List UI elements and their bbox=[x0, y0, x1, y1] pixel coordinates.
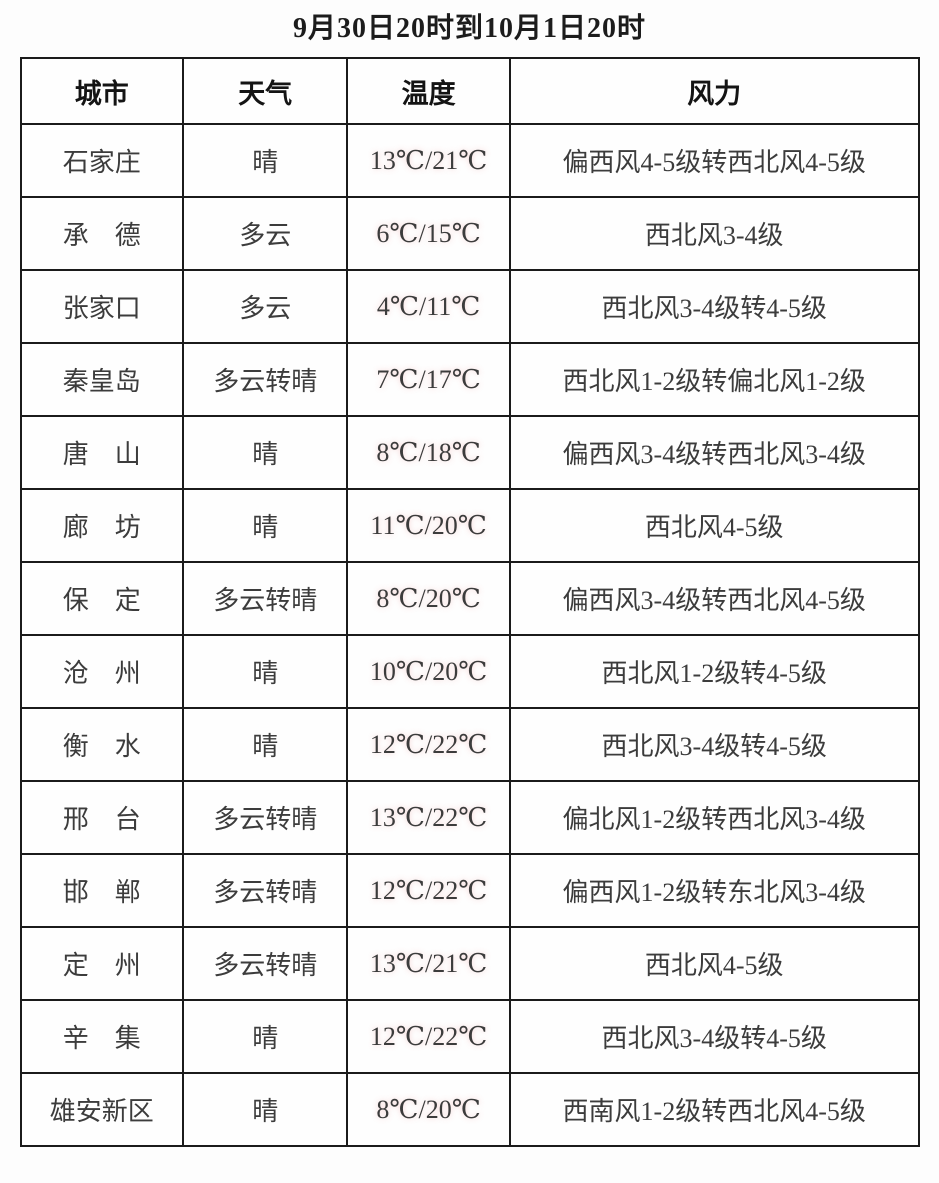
temperature-cell: 10℃/20℃ bbox=[346, 634, 511, 709]
temperature-cell: 11℃/20℃ bbox=[346, 488, 511, 563]
temperature-cell: 4℃/11℃ bbox=[346, 269, 511, 344]
wind-cell: 西北风3-4级 bbox=[508, 196, 920, 271]
wind-cell: 偏西风1-2级转东北风3-4级 bbox=[508, 853, 920, 928]
header-temperature: 温度 bbox=[346, 57, 511, 125]
weather-cell: 多云转晴 bbox=[182, 561, 349, 636]
city-cell: 雄安新区 bbox=[19, 1072, 185, 1147]
city-cell: 沧 州 bbox=[19, 634, 185, 709]
city-cell: 石家庄 bbox=[19, 123, 185, 198]
weather-cell: 多云 bbox=[182, 269, 349, 344]
wind-cell: 西北风4-5级 bbox=[508, 488, 920, 563]
wind-cell: 偏西风3-4级转西北风3-4级 bbox=[508, 415, 920, 490]
wind-cell: 西北风3-4级转4-5级 bbox=[508, 707, 920, 782]
weather-table-header: 城市 天气 温度 风力 bbox=[19, 57, 920, 125]
header-wind: 风力 bbox=[508, 57, 920, 125]
table-row: 石家庄 晴 13℃/21℃ 偏西风4-5级转西北风4-5级 bbox=[19, 123, 920, 198]
city-cell: 邯 郸 bbox=[19, 853, 185, 928]
weather-table-body: 石家庄 晴 13℃/21℃ 偏西风4-5级转西北风4-5级 承 德 多云 6℃/… bbox=[19, 123, 920, 1147]
table-row: 衡 水 晴 12℃/22℃ 西北风3-4级转4-5级 bbox=[19, 707, 920, 782]
weather-cell: 多云转晴 bbox=[182, 853, 349, 928]
table-row: 秦皇岛 多云转晴 7℃/17℃ 西北风1-2级转偏北风1-2级 bbox=[19, 342, 920, 417]
table-row: 邯 郸 多云转晴 12℃/22℃ 偏西风1-2级转东北风3-4级 bbox=[19, 853, 920, 928]
temperature-cell: 12℃/22℃ bbox=[346, 853, 511, 928]
temperature-cell: 8℃/20℃ bbox=[346, 561, 511, 636]
weather-cell: 晴 bbox=[182, 488, 349, 563]
header-weather: 天气 bbox=[182, 57, 349, 125]
table-row: 唐 山 晴 8℃/18℃ 偏西风3-4级转西北风3-4级 bbox=[19, 415, 920, 490]
city-cell: 秦皇岛 bbox=[19, 342, 185, 417]
weather-cell: 多云转晴 bbox=[182, 342, 349, 417]
temperature-cell: 13℃/21℃ bbox=[346, 123, 511, 198]
table-row: 邢 台 多云转晴 13℃/22℃ 偏北风1-2级转西北风3-4级 bbox=[19, 780, 920, 855]
city-cell: 邢 台 bbox=[19, 780, 185, 855]
city-cell: 张家口 bbox=[19, 269, 185, 344]
temperature-cell: 8℃/20℃ bbox=[346, 1072, 511, 1147]
wind-cell: 西北风1-2级转4-5级 bbox=[508, 634, 920, 709]
city-cell: 保 定 bbox=[19, 561, 185, 636]
temperature-cell: 8℃/18℃ bbox=[346, 415, 511, 490]
page-title: 9月30日20时到10月1日20时 bbox=[292, 13, 646, 44]
table-row: 辛 集 晴 12℃/22℃ 西北风3-4级转4-5级 bbox=[19, 999, 920, 1074]
table-row: 定 州 多云转晴 13℃/21℃ 西北风4-5级 bbox=[19, 926, 920, 1001]
weather-cell: 晴 bbox=[182, 415, 349, 490]
city-cell: 辛 集 bbox=[19, 999, 185, 1074]
wind-cell: 西北风1-2级转偏北风1-2级 bbox=[508, 342, 920, 417]
wind-cell: 西南风1-2级转西北风4-5级 bbox=[508, 1072, 920, 1147]
weather-cell: 晴 bbox=[182, 707, 349, 782]
wind-cell: 偏北风1-2级转西北风3-4级 bbox=[508, 780, 920, 855]
temperature-cell: 12℃/22℃ bbox=[346, 707, 511, 782]
city-cell: 唐 山 bbox=[19, 415, 185, 490]
weather-cell: 晴 bbox=[182, 634, 349, 709]
city-cell: 承 德 bbox=[19, 196, 185, 271]
table-row: 雄安新区 晴 8℃/20℃ 西南风1-2级转西北风4-5级 bbox=[19, 1072, 920, 1147]
wind-cell: 西北风4-5级 bbox=[508, 926, 920, 1001]
table-row: 沧 州 晴 10℃/20℃ 西北风1-2级转4-5级 bbox=[19, 634, 920, 709]
wind-cell: 偏西风3-4级转西北风4-5级 bbox=[508, 561, 920, 636]
temperature-cell: 6℃/15℃ bbox=[346, 196, 511, 271]
table-row: 张家口 多云 4℃/11℃ 西北风3-4级转4-5级 bbox=[19, 269, 920, 344]
weather-cell: 多云转晴 bbox=[182, 926, 349, 1001]
temperature-cell: 13℃/21℃ bbox=[346, 926, 511, 1001]
table-row: 廊 坊 晴 11℃/20℃ 西北风4-5级 bbox=[19, 488, 920, 563]
weather-cell: 晴 bbox=[182, 1072, 349, 1147]
city-cell: 定 州 bbox=[19, 926, 185, 1001]
temperature-cell: 7℃/17℃ bbox=[346, 342, 511, 417]
weather-cell: 晴 bbox=[182, 123, 349, 198]
weather-cell: 多云转晴 bbox=[182, 780, 349, 855]
city-cell: 廊 坊 bbox=[19, 488, 185, 563]
city-cell: 衡 水 bbox=[19, 707, 185, 782]
wind-cell: 西北风3-4级转4-5级 bbox=[508, 269, 920, 344]
weather-cell: 晴 bbox=[182, 999, 349, 1074]
wind-cell: 西北风3-4级转4-5级 bbox=[508, 999, 920, 1074]
wind-cell: 偏西风4-5级转西北风4-5级 bbox=[508, 123, 920, 198]
temperature-cell: 13℃/22℃ bbox=[346, 780, 511, 855]
table-row: 承 德 多云 6℃/15℃ 西北风3-4级 bbox=[19, 196, 920, 271]
temperature-cell: 12℃/22℃ bbox=[346, 999, 511, 1074]
header-city: 城市 bbox=[19, 57, 185, 125]
weather-cell: 多云 bbox=[182, 196, 349, 271]
weather-table: 城市 天气 温度 风力 石家庄 晴 13℃/21℃ 偏西风4-5级转西北风4-5… bbox=[19, 57, 920, 1147]
table-row: 保 定 多云转晴 8℃/20℃ 偏西风3-4级转西北风4-5级 bbox=[19, 561, 920, 636]
header-row: 城市 天气 温度 风力 bbox=[19, 57, 920, 125]
